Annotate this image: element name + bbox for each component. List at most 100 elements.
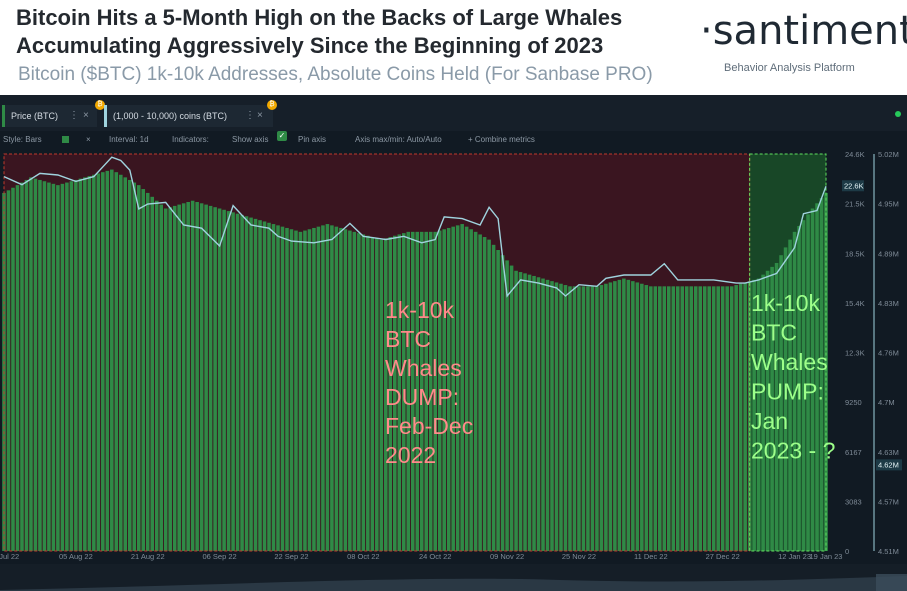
dump-annotation-line: 1k-10k [385, 297, 455, 323]
holdings-bar [204, 204, 208, 552]
x-tick-label: 24 Oct 22 [419, 552, 452, 561]
holdings-bar [294, 230, 298, 551]
holdings-bar [141, 189, 146, 551]
holdings-bar [702, 286, 707, 551]
holdings-bar [649, 286, 653, 551]
holdings-bar [473, 231, 478, 551]
axis-minmax-selector[interactable]: Axis max/min: Auto/Auto [355, 135, 442, 144]
holdings-bar [240, 214, 244, 552]
style-selector[interactable]: Style: Bars [3, 135, 42, 144]
holdings-bar [181, 203, 186, 551]
holdings-bar [213, 207, 217, 551]
holdings-bar [658, 286, 662, 551]
holdings-bar [711, 286, 716, 551]
holdings-bar [482, 237, 487, 551]
y-tick-label-holdings: 4.63M [878, 448, 899, 457]
current-holdings-label: 4.62M [878, 460, 899, 469]
x-tick-label: 25 Nov 22 [562, 552, 596, 561]
pump-region-border [749, 153, 827, 552]
holdings-bar [446, 227, 451, 551]
y-tick-label-coins: 12.3K [845, 349, 865, 358]
dump-annotation-line: DUMP: [385, 384, 459, 410]
holdings-bar [177, 204, 181, 552]
holdings-bar [231, 212, 235, 551]
x-tick-label: 19 Jan 23 [810, 552, 843, 561]
holdings-bar [384, 238, 388, 551]
holdings-bar [590, 286, 595, 551]
holdings-bar [154, 200, 159, 552]
indicators-menu[interactable]: Indicators: [172, 135, 209, 144]
holdings-bar [666, 286, 671, 551]
page-subtitle: Bitcoin ($BTC) 1k-10k Addresses, Absolut… [18, 64, 653, 85]
holdings-bar [428, 231, 433, 551]
holdings-bar [145, 192, 150, 551]
holdings-bar [532, 275, 536, 551]
y-tick-label-holdings: 4.76M [878, 349, 899, 358]
holdings-bar [568, 286, 572, 551]
holdings-bar [208, 205, 213, 551]
holdings-bar [159, 204, 164, 552]
holdings-bar [136, 185, 141, 551]
holdings-bar [604, 283, 608, 551]
show-axis-checkbox[interactable]: ✓ [277, 131, 287, 141]
kebab-menu-icon[interactable]: ⋮ [245, 110, 255, 121]
kebab-menu-icon[interactable]: ⋮ [69, 110, 79, 121]
holdings-bar [824, 192, 828, 551]
holdings-bar [271, 224, 276, 551]
close-icon[interactable]: × [86, 135, 91, 144]
y-tick-label-holdings: 5.02M [878, 150, 899, 159]
holdings-bar [644, 285, 649, 551]
holdings-bar [806, 214, 810, 551]
overview-area [0, 576, 907, 591]
holdings-bar [406, 231, 411, 551]
holdings-bar [235, 213, 240, 551]
holdings-bar [491, 244, 496, 551]
holdings-bar [496, 250, 500, 551]
holdings-bar [819, 198, 824, 551]
bitcoin-badge-icon: ₿ [95, 100, 105, 110]
holdings-bar [325, 224, 330, 551]
metric-chip-price[interactable]: Price (BTC) ⋮ × ₿ [2, 100, 105, 127]
holdings-bar [222, 209, 226, 551]
holdings-bar [217, 208, 222, 552]
bitcoin-badge-icon: ₿ [267, 100, 277, 110]
x-tick-label: 05 Aug 22 [59, 552, 93, 561]
y-tick-label-coins: 9250 [845, 398, 862, 407]
holdings-bar [563, 285, 568, 551]
interval-selector[interactable]: Interval: 1d [109, 135, 149, 144]
holdings-bar [339, 227, 343, 551]
combine-metrics-button[interactable]: + Combine metrics [468, 135, 535, 144]
holdings-bar [550, 281, 554, 551]
holdings-bar [631, 281, 635, 551]
holdings-bar [289, 229, 294, 552]
color-swatch-icon[interactable] [62, 136, 69, 143]
holdings-bar [69, 181, 74, 551]
dump-region-border [3, 153, 751, 552]
holdings-bar [640, 283, 644, 551]
holdings-bar [24, 179, 29, 552]
holdings-bar [357, 233, 361, 552]
holdings-bar [343, 229, 348, 552]
holdings-bar [523, 273, 527, 551]
holdings-bar [788, 239, 792, 552]
holdings-bar [756, 278, 761, 551]
holdings-bar [451, 226, 455, 551]
holdings-bar [487, 239, 491, 552]
x-tick-label: 21 Aug 22 [131, 552, 165, 561]
close-icon[interactable]: × [83, 110, 89, 121]
close-icon[interactable]: × [257, 110, 263, 121]
holdings-bar [168, 207, 172, 551]
holdings-bar [617, 279, 622, 551]
holdings-bar [6, 190, 11, 552]
metrics-bar: Price (BTC) ⋮ × ₿ (1,000 - 10,000) coins… [0, 95, 907, 131]
holdings-bar [249, 217, 253, 551]
holdings-bar [38, 179, 42, 552]
holdings-bar [613, 281, 617, 551]
pin-axis-toggle[interactable]: Pin axis [298, 135, 327, 144]
current-price-tag [842, 180, 864, 192]
holdings-bar [379, 239, 384, 552]
holdings-bar [693, 286, 698, 551]
metric-chip-whales[interactable]: (1,000 - 10,000) coins (BTC) ⋮ × ₿ [104, 100, 277, 127]
holdings-bar [698, 286, 703, 551]
